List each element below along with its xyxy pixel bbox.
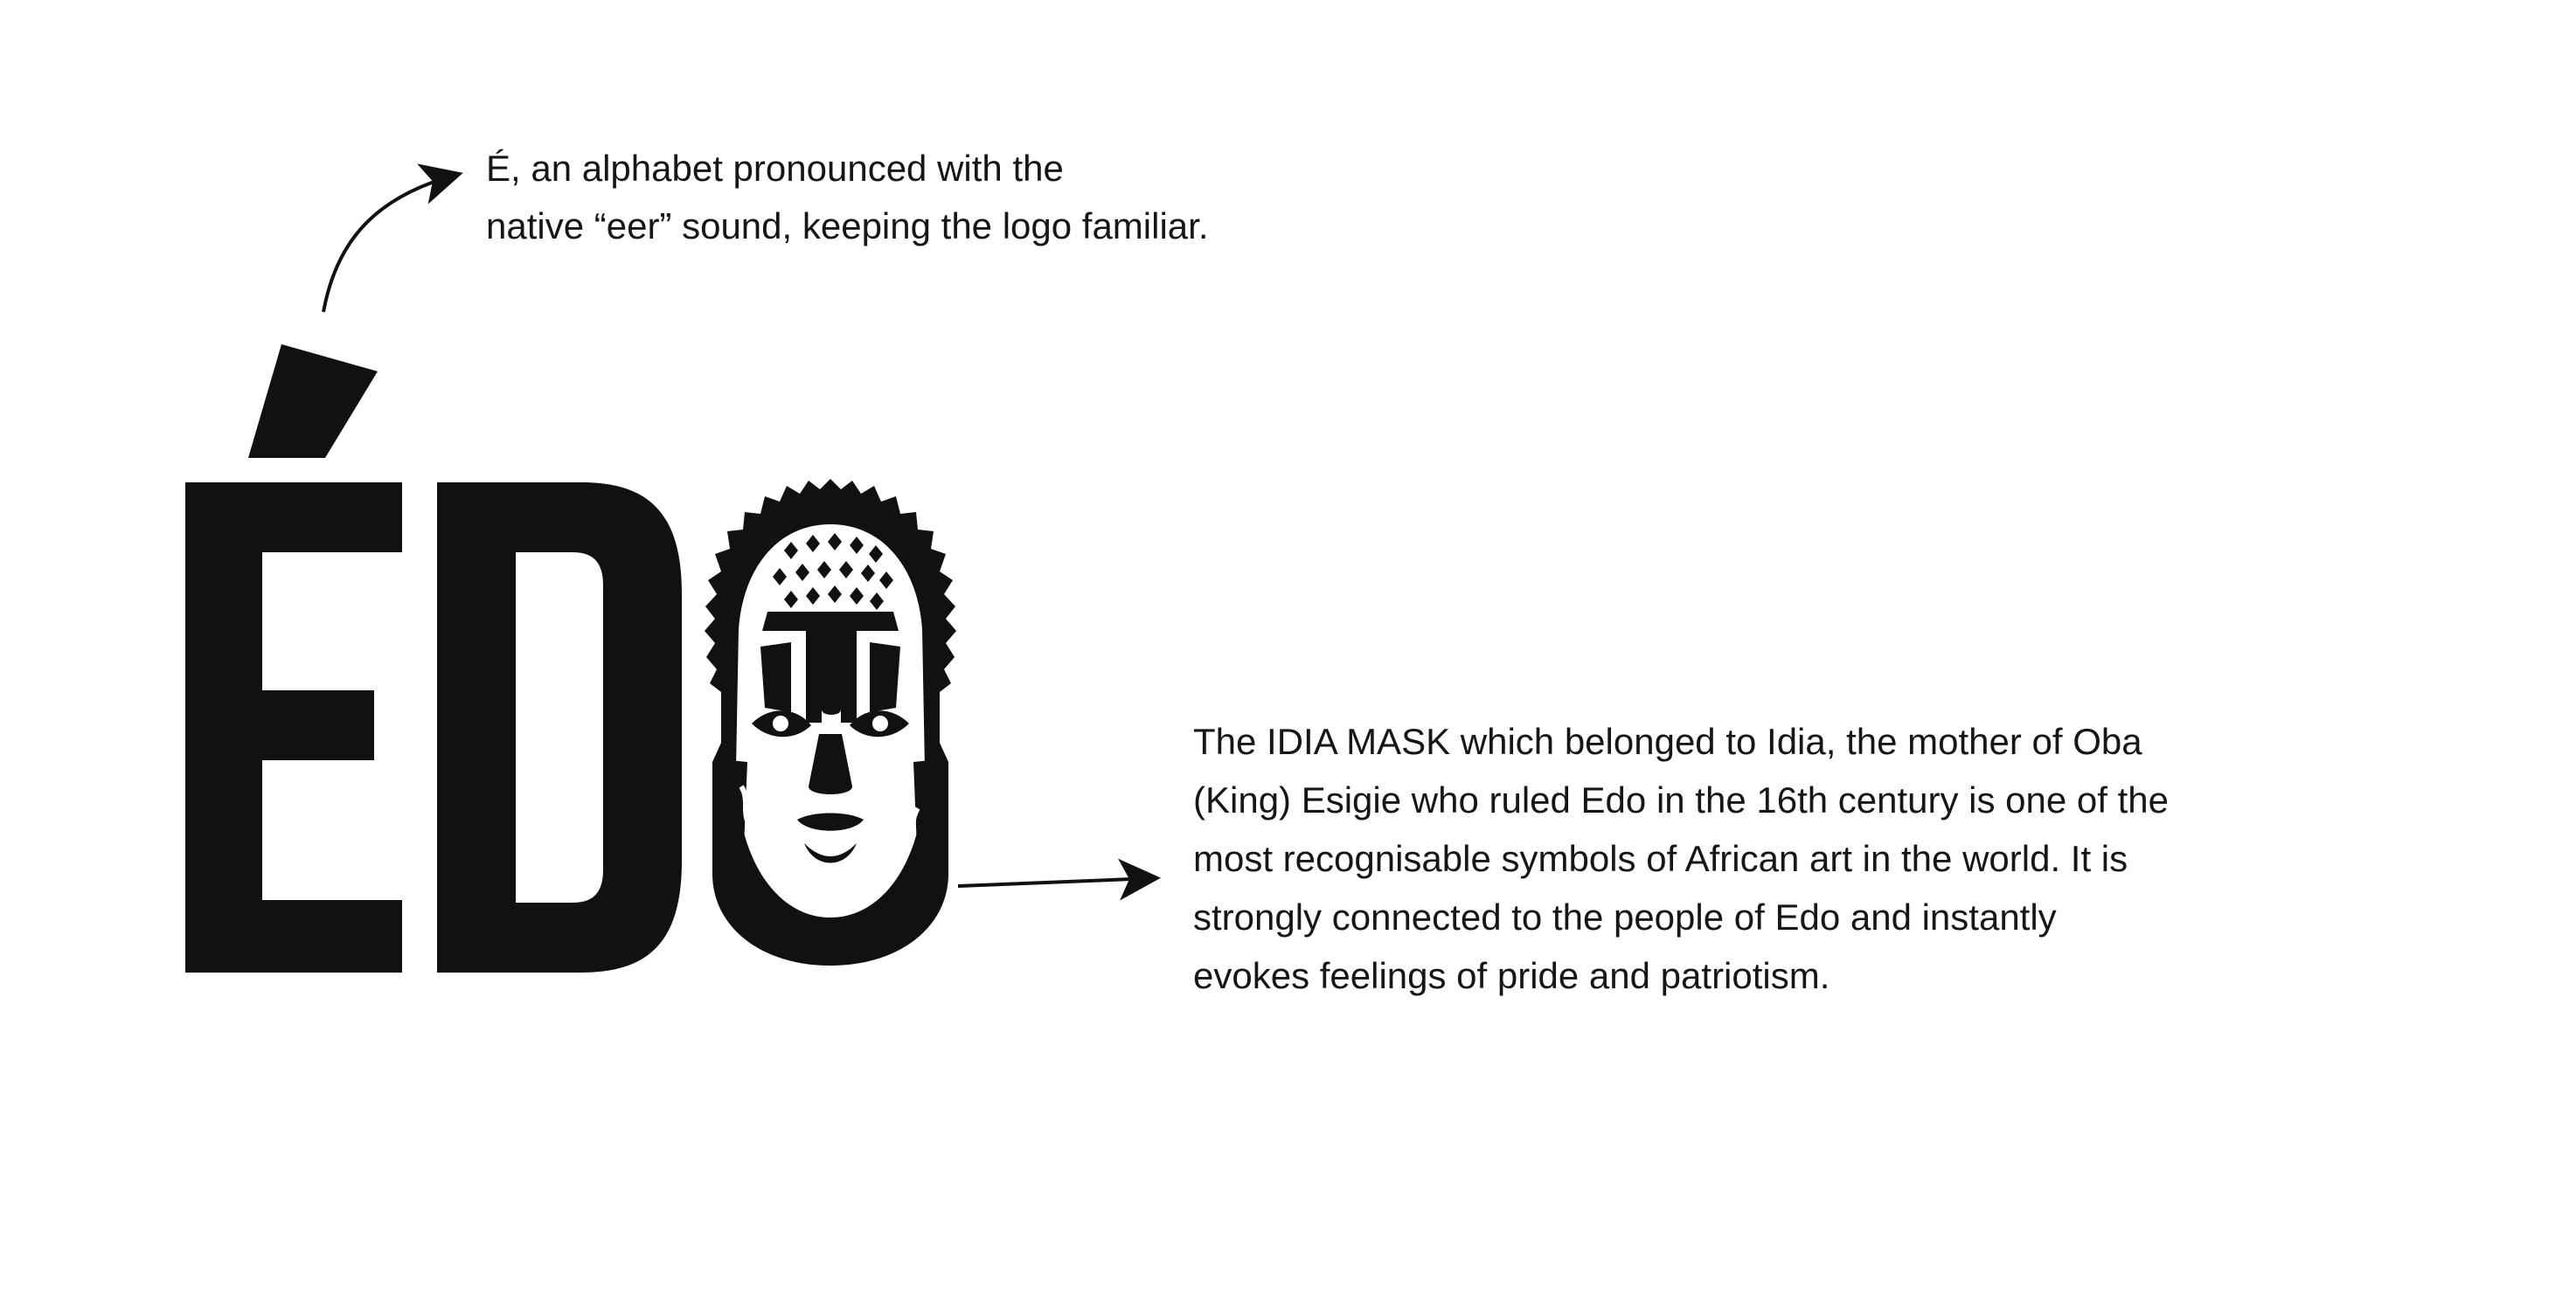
mask-note-line-1: The IDIA MASK which belonged to Idia, th… [1193, 721, 2142, 762]
mask-note: The IDIA MASK which belonged to Idia, th… [1193, 712, 2330, 1005]
accent-note-line-2: native “eer” sound, keeping the logo fam… [486, 205, 1209, 246]
accent-note-line-1: É, an alphabet pronounced with the [486, 148, 1064, 189]
letter-e [185, 482, 402, 973]
mask-note-line-2: (King) Esigie who ruled Edo in the 16th … [1193, 779, 2169, 821]
letter-e-accent [248, 344, 378, 458]
idia-mask-icon [705, 479, 956, 966]
mask-note-line-5: evokes feelings of pride and patriotism. [1193, 955, 1830, 996]
letter-d [437, 482, 682, 973]
mask-note-line-3: most recognisable symbols of African art… [1193, 838, 2128, 879]
mask-note-line-4: strongly connected to the people of Edo … [1193, 897, 2057, 938]
accent-note: É, an alphabet pronounced with the nativ… [486, 140, 1448, 255]
